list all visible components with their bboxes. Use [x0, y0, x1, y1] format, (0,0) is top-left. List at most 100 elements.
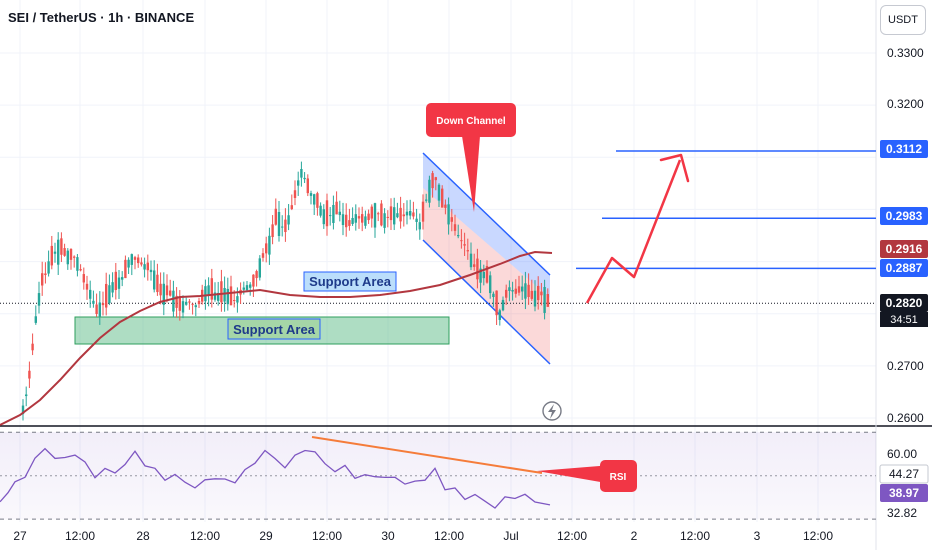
support-area-lower-box	[227, 318, 321, 340]
candle-body	[156, 274, 159, 293]
candle-body	[447, 204, 450, 225]
candle-body	[258, 258, 261, 278]
candle-body	[306, 178, 309, 194]
price-marker-label: 0.2887	[886, 261, 923, 275]
candle-body	[85, 283, 89, 290]
candle-body	[140, 262, 143, 265]
candle-body	[431, 173, 434, 189]
candle-body	[146, 262, 149, 271]
candle-body	[453, 224, 457, 231]
countdown-badge	[880, 312, 928, 327]
time-tick-label: 27	[13, 529, 27, 543]
candle-body	[121, 277, 124, 280]
down-channel-pointer	[462, 136, 480, 212]
candle-body	[108, 285, 111, 304]
candle-body	[543, 287, 546, 313]
candle-body	[226, 288, 229, 305]
candle-body	[204, 286, 207, 302]
candle-body	[421, 201, 425, 222]
candle-body	[546, 293, 549, 307]
candle-body	[277, 211, 281, 236]
candle-body	[172, 290, 175, 312]
price-tick-label: 0.2700	[887, 359, 924, 373]
candle-body	[434, 177, 437, 181]
candle-body	[370, 206, 373, 219]
candle-body	[498, 310, 501, 320]
candle-body	[47, 261, 50, 274]
candle-body	[495, 290, 498, 316]
candle-body	[117, 277, 121, 289]
candle-body	[354, 214, 357, 223]
time-tick-label: Jul	[503, 529, 518, 543]
candle-body	[28, 370, 31, 379]
candle-body	[265, 243, 268, 254]
candle-body	[281, 226, 284, 228]
candle-body	[316, 193, 319, 208]
time-tick-label: 3	[754, 529, 761, 543]
candle-body	[165, 285, 169, 296]
candle-body	[482, 271, 485, 279]
candle-body	[194, 305, 197, 308]
candle-body	[162, 283, 165, 305]
candle-body	[92, 300, 95, 304]
candle-body	[297, 180, 300, 186]
candle-body	[290, 205, 293, 210]
time-tick-label: 12:00	[680, 529, 710, 543]
candle-body	[137, 257, 140, 264]
candle-body	[517, 286, 521, 293]
rsi-trend-line	[311, 436, 543, 474]
price-marker-badge	[880, 294, 928, 312]
candle-body	[249, 284, 252, 288]
candle-body	[220, 281, 223, 303]
candle-body	[124, 259, 127, 279]
candle-body	[300, 168, 303, 178]
time-tick-label: 30	[381, 529, 395, 543]
candle-body	[287, 215, 290, 225]
time-tick-label: 12:00	[190, 529, 220, 543]
support-area-lower-label: Support Area	[233, 322, 316, 337]
candle-body	[364, 216, 367, 226]
candle-body	[485, 265, 489, 283]
candle-body	[169, 290, 172, 296]
candle-body	[325, 200, 329, 227]
candle-body	[437, 184, 441, 201]
rsi-value-label: 38.97	[889, 486, 919, 500]
candle-body	[409, 211, 412, 216]
rsi-line	[0, 447, 551, 509]
candle-body	[335, 201, 338, 215]
candle-body	[469, 253, 473, 268]
candle-body	[373, 203, 377, 228]
candle-body	[89, 289, 92, 299]
candle-body	[217, 292, 220, 301]
candle-body	[511, 290, 514, 292]
channel-bottom-line	[422, 239, 551, 365]
candle-body	[245, 285, 249, 291]
candle-body	[383, 213, 386, 228]
candle-body	[261, 253, 265, 258]
candle-body	[313, 194, 316, 205]
price-marker-label: 0.2916	[886, 242, 923, 256]
candle-body	[450, 217, 453, 222]
projection-arrowhead	[659, 153, 690, 183]
candle-body	[21, 405, 25, 415]
candle-body	[50, 245, 53, 266]
candle-body	[111, 282, 114, 293]
rsi-callout-pointer	[537, 465, 612, 484]
candle-body	[402, 214, 405, 217]
candle-body	[181, 301, 185, 313]
rsi-value-badge	[880, 484, 928, 502]
candle-body	[53, 251, 57, 254]
candle-body	[441, 188, 444, 208]
candle-body	[357, 216, 361, 219]
candle-body	[44, 273, 47, 276]
time-tick-label: 12:00	[65, 529, 95, 543]
rsi-tick-label: 32.82	[887, 506, 917, 520]
candle-body	[69, 248, 73, 260]
candle-body	[508, 287, 511, 291]
candle-body	[341, 214, 345, 226]
currency-button[interactable]: USDT	[880, 5, 926, 35]
candle-body	[386, 216, 389, 218]
channel-upper-fill	[423, 153, 550, 298]
down-channel-callout	[426, 103, 516, 137]
